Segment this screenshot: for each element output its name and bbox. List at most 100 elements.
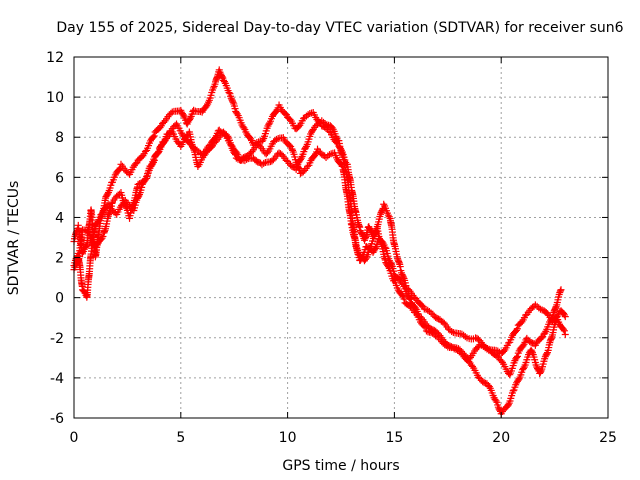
data-point-marker (513, 352, 521, 360)
data-point-marker (115, 166, 123, 174)
data-point-marker (422, 327, 430, 335)
data-point-marker (561, 313, 569, 321)
data-point-marker (272, 135, 280, 143)
data-point-marker (406, 294, 414, 302)
data-point-marker (229, 98, 237, 106)
data-point-marker (500, 347, 508, 355)
x-tick-label: 10 (279, 430, 297, 446)
data-point-marker (247, 135, 255, 143)
data-point-marker (531, 301, 539, 309)
data-point-marker (406, 303, 414, 311)
data-point-marker (506, 371, 514, 379)
data-point-marker (384, 261, 392, 269)
data-point-marker (513, 325, 521, 333)
data-point-marker (122, 203, 130, 211)
data-point-marker (225, 89, 233, 97)
data-point-marker (141, 176, 149, 184)
data-point-marker (295, 165, 303, 173)
data-point-marker (561, 331, 569, 339)
data-point-marker (321, 120, 329, 128)
data-point-marker (560, 311, 568, 319)
data-point-marker (378, 206, 386, 214)
data-point-marker (186, 114, 194, 122)
y-tick-label: 10 (46, 90, 64, 106)
y-tick-label: 6 (55, 170, 64, 186)
data-point-marker (537, 334, 545, 342)
data-point-marker (149, 133, 157, 141)
data-point-marker (260, 159, 268, 167)
data-point-marker (397, 269, 405, 277)
data-point-marker (285, 141, 293, 149)
data-point-marker (560, 310, 568, 318)
x-tick-label: 5 (176, 430, 185, 446)
data-point-marker (544, 310, 552, 318)
y-tick-label: 12 (46, 50, 64, 66)
data-point-marker (304, 111, 312, 119)
axes: 0 5 10 15 20 25 -6 -4 -2 0 2 4 6 8 10 12 (46, 50, 617, 446)
y-tick-label: -6 (50, 411, 64, 427)
data-point-marker (186, 115, 194, 123)
data-point-marker (559, 325, 567, 333)
data-point-marker (328, 124, 336, 132)
data-point-marker (365, 223, 373, 231)
data-point-marker (150, 132, 158, 140)
data-point-marker (264, 122, 272, 130)
data-point-marker (179, 111, 187, 119)
chart-title: Day 155 of 2025, Sidereal Day-to-day VTE… (56, 20, 623, 36)
data-point-marker (281, 110, 289, 118)
data-point-marker (395, 275, 403, 283)
data-point-marker (541, 329, 549, 337)
data-point-marker (269, 156, 277, 164)
data-point-marker (556, 287, 564, 295)
data-point-marker (87, 237, 95, 245)
data-point-marker (418, 301, 426, 309)
data-point-marker (233, 110, 241, 118)
data-point-marker (156, 123, 164, 131)
y-axis-label: SDTVAR / TECUs (6, 181, 22, 296)
data-point-marker (513, 354, 521, 362)
data-point-marker (504, 401, 512, 409)
data-point-marker (301, 114, 309, 122)
x-tick-label: 25 (599, 430, 617, 446)
data-point-marker (220, 128, 228, 136)
data-point-marker (322, 154, 330, 162)
data-point-marker (325, 151, 333, 159)
y-tick-label: 0 (55, 291, 64, 307)
data-point-marker (240, 124, 248, 132)
data-point-marker (552, 304, 560, 312)
data-point-marker (362, 254, 370, 262)
x-axis-label: GPS time / hours (282, 458, 399, 474)
data-point-marker (233, 149, 241, 157)
data-point-marker (407, 295, 415, 303)
data-point-marker (150, 156, 158, 164)
data-point-marker (399, 273, 407, 281)
data-point-marker (104, 190, 112, 198)
y-tick-label: -2 (50, 331, 64, 347)
data-point-marker (302, 144, 310, 152)
data-point-marker (537, 305, 545, 313)
data-point-marker (560, 327, 568, 335)
data-point-marker (295, 123, 303, 131)
data-point-marker (456, 346, 464, 354)
data-point-marker (371, 244, 379, 252)
data-point-marker (440, 319, 448, 327)
data-point-marker (512, 326, 520, 334)
data-point-marker (160, 118, 168, 126)
x-tick-label: 15 (385, 430, 403, 446)
data-point-marker (543, 350, 551, 358)
data-point-marker (494, 403, 502, 411)
y-tick-label: 2 (55, 251, 64, 267)
x-tick-label: 0 (70, 430, 79, 446)
data-point-marker (433, 333, 441, 341)
data-point-marker (286, 116, 294, 124)
data-point-marker (227, 141, 235, 149)
data-point-marker (420, 322, 428, 330)
data-point-marker (548, 315, 556, 323)
data-point-marker (519, 364, 527, 372)
data-point-marker (318, 117, 326, 125)
y-tick-label: 4 (55, 210, 64, 226)
data-point-marker (98, 234, 106, 242)
data-point-marker (338, 162, 346, 170)
data-point-marker (448, 328, 456, 336)
